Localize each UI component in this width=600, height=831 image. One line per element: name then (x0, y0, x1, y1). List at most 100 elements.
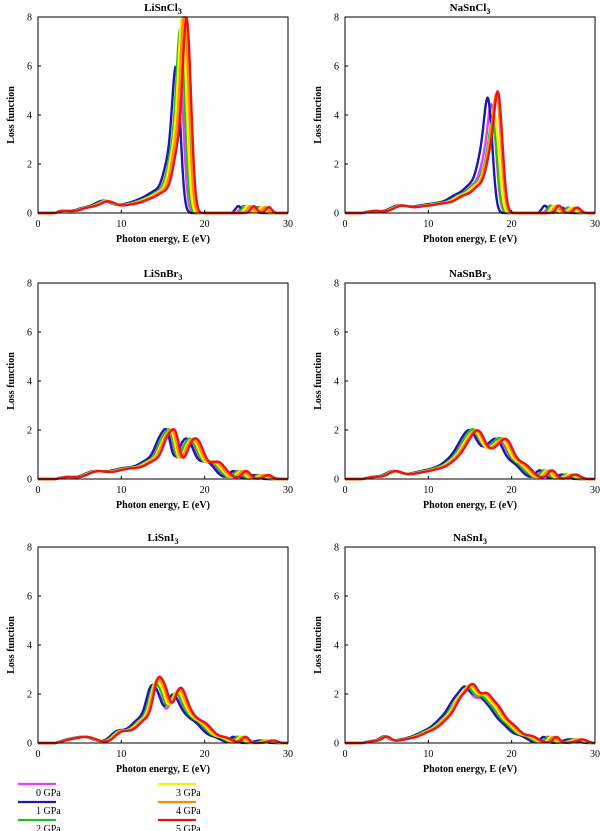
y-tick-label: 2 (27, 160, 32, 171)
x-tick-label: 30 (590, 749, 600, 760)
legend-label: 5 GPa (176, 824, 201, 831)
legend-item: 1 GPa (18, 800, 61, 817)
series-line (344, 96, 596, 215)
y-tick-label: 0 (334, 475, 339, 486)
legend-item: 3 GPa (158, 782, 201, 799)
x-tick-label: 30 (283, 219, 293, 230)
series-line (344, 93, 596, 215)
chart-panel: 0 10 20 30 0 2 4 6 8 LiSnI3 Photon energy, E (eV) L… (6, 532, 293, 775)
y-tick-label: 2 (334, 426, 339, 437)
y-axis-label: Loss function (6, 616, 17, 674)
y-tick-label: 8 (334, 13, 339, 24)
chart-panel: 0 10 20 30 0 2 4 6 8 NaSnCl3 Photon energy, E (eV)… (313, 2, 600, 245)
y-tick-label: 2 (27, 690, 32, 701)
legend-item: 5 GPa (158, 818, 201, 831)
y-tick-label: 0 (334, 739, 339, 750)
x-tick-label: 0 (343, 485, 348, 496)
x-axis-label: Photon energy, E (eV) (423, 234, 517, 245)
y-tick-label: 6 (27, 328, 32, 339)
plot-frame (37, 546, 289, 744)
x-tick-label: 0 (343, 219, 348, 230)
series-line (344, 429, 596, 481)
legend: 0 GPa 1 GPa 2 GPa 3 GPa 4 GPa 5 GPa (18, 782, 201, 831)
y-tick-label: 4 (27, 111, 32, 122)
series-line (344, 684, 596, 745)
x-tick-label: 20 (507, 749, 517, 760)
y-tick-label: 6 (27, 62, 32, 73)
y-tick-label: 8 (27, 543, 32, 554)
x-tick-label: 10 (423, 485, 433, 496)
series-line (37, 428, 289, 481)
x-tick-label: 20 (507, 485, 517, 496)
y-tick-label: 6 (27, 592, 32, 603)
x-tick-label: 0 (36, 485, 41, 496)
series-line (344, 686, 596, 745)
chart-title: NaSnCl3 (450, 2, 491, 16)
y-tick-label: 4 (27, 641, 32, 652)
legend-label: 4 GPa (176, 806, 201, 817)
x-tick-label: 20 (200, 219, 210, 230)
y-tick-label: 4 (27, 377, 32, 388)
x-tick-label: 30 (590, 485, 600, 496)
chart-title: LiSnCl3 (144, 2, 182, 16)
y-tick-label: 0 (334, 209, 339, 220)
series-line (344, 103, 596, 215)
x-axis-label: Photon energy, E (eV) (423, 500, 517, 511)
y-tick-label: 4 (334, 111, 339, 122)
x-tick-label: 20 (200, 749, 210, 760)
y-tick-label: 6 (334, 592, 339, 603)
y-tick-label: 0 (27, 739, 32, 750)
y-tick-label: 6 (334, 328, 339, 339)
x-tick-label: 30 (283, 749, 293, 760)
y-tick-label: 4 (334, 377, 339, 388)
y-axis-label: Loss function (6, 86, 17, 144)
legend-item: 2 GPa (18, 818, 61, 831)
y-axis-label: Loss function (313, 616, 324, 674)
series-line (344, 682, 596, 745)
series-line (344, 685, 596, 745)
x-tick-label: 10 (116, 485, 126, 496)
series-line (344, 113, 596, 215)
legend-label: 0 GPa (36, 788, 61, 799)
x-tick-label: 10 (116, 219, 126, 230)
legend-item: 0 GPa (18, 782, 61, 799)
plot-frame (344, 282, 596, 480)
y-tick-label: 2 (334, 160, 339, 171)
series-line (344, 90, 596, 215)
y-tick-label: 8 (27, 279, 32, 290)
y-tick-label: 8 (334, 279, 339, 290)
y-tick-label: 2 (27, 426, 32, 437)
series-line (37, 428, 289, 481)
series-line (344, 121, 596, 215)
x-tick-label: 10 (423, 219, 433, 230)
y-axis-label: Loss function (313, 86, 324, 144)
y-tick-label: 8 (334, 543, 339, 554)
y-tick-label: 6 (334, 62, 339, 73)
series-line (37, 675, 289, 745)
y-tick-label: 4 (334, 641, 339, 652)
series-line (37, 429, 289, 481)
plot-frame (344, 546, 596, 744)
y-axis-label: Loss function (6, 352, 17, 410)
chart-title: NaSnBr3 (449, 268, 491, 282)
x-tick-label: 20 (200, 485, 210, 496)
y-tick-label: 0 (27, 475, 32, 486)
y-axis-label: Loss function (313, 352, 324, 410)
x-tick-label: 0 (36, 219, 41, 230)
chart-title: LiSnBr3 (144, 268, 183, 282)
x-axis-label: Photon energy, E (eV) (116, 234, 210, 245)
legend-label: 2 GPa (36, 824, 61, 831)
series-line (344, 688, 596, 745)
x-tick-label: 20 (507, 219, 517, 230)
series-line (37, 679, 289, 745)
chart-title: NaSnI3 (453, 532, 487, 546)
x-axis-label: Photon energy, E (eV) (116, 764, 210, 775)
y-tick-label: 8 (27, 13, 32, 24)
legend-label: 3 GPa (176, 788, 201, 799)
chart-panel: 0 10 20 30 0 2 4 6 8 NaSnBr3 Photon energy, E (eV)… (313, 268, 600, 511)
y-tick-label: 2 (334, 690, 339, 701)
y-tick-label: 0 (27, 209, 32, 220)
chart-title: LiSnI3 (148, 532, 179, 546)
x-axis-label: Photon energy, E (eV) (423, 764, 517, 775)
